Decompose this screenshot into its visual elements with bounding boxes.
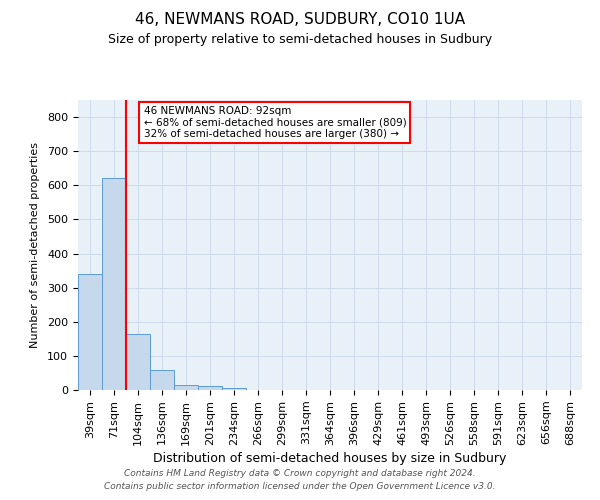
Bar [174, 384, 198, 390]
Text: 46, NEWMANS ROAD, SUDBURY, CO10 1UA: 46, NEWMANS ROAD, SUDBURY, CO10 1UA [135, 12, 465, 28]
Bar [102, 178, 126, 390]
Y-axis label: Number of semi-detached properties: Number of semi-detached properties [30, 142, 40, 348]
Bar [126, 334, 150, 390]
Text: Size of property relative to semi-detached houses in Sudbury: Size of property relative to semi-detach… [108, 32, 492, 46]
X-axis label: Distribution of semi-detached houses by size in Sudbury: Distribution of semi-detached houses by … [154, 452, 506, 465]
Bar [150, 370, 174, 390]
Bar [78, 274, 102, 390]
Bar [222, 388, 246, 390]
Bar [198, 386, 222, 390]
Text: Contains public sector information licensed under the Open Government Licence v3: Contains public sector information licen… [104, 482, 496, 491]
Text: 46 NEWMANS ROAD: 92sqm
← 68% of semi-detached houses are smaller (809)
32% of se: 46 NEWMANS ROAD: 92sqm ← 68% of semi-det… [143, 106, 406, 139]
Text: Contains HM Land Registry data © Crown copyright and database right 2024.: Contains HM Land Registry data © Crown c… [124, 468, 476, 477]
